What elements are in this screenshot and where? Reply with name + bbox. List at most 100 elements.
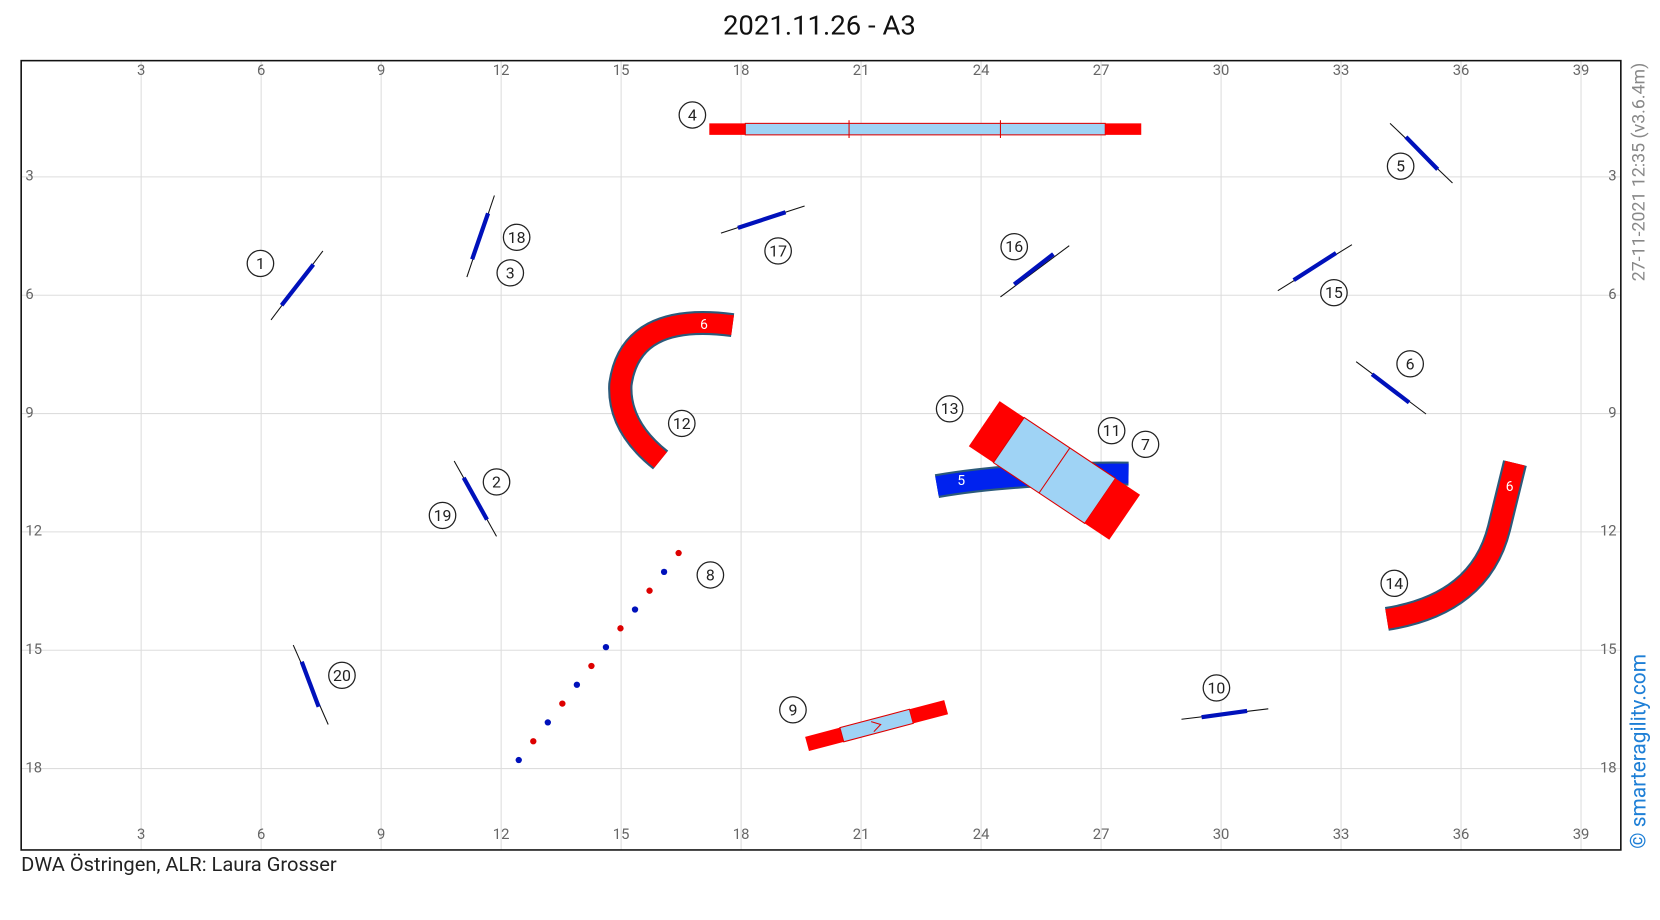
obstacle-number: 4 <box>688 106 697 125</box>
x-tick-label: 36 <box>1453 61 1470 79</box>
x-tick-label: 21 <box>853 825 870 843</box>
weave-pole <box>515 756 522 764</box>
number-circle <box>328 661 356 690</box>
x-tick-label: 21 <box>853 61 870 79</box>
obstacle-number: 1 <box>256 254 265 273</box>
number-circle <box>246 249 275 278</box>
y-tick-label: 6 <box>1608 285 1616 303</box>
x-tick-label: 24 <box>973 61 990 79</box>
number-circle <box>678 101 707 129</box>
grid: 3366991212151518182121242427273030333336… <box>21 60 1621 850</box>
weave-pole <box>617 625 624 632</box>
x-tick-label: 27 <box>1093 61 1110 79</box>
a-frame-end <box>968 401 1025 463</box>
jump-bar <box>1012 252 1055 287</box>
number-circle <box>1380 569 1409 598</box>
number-circle <box>1202 674 1231 702</box>
weave-pole <box>544 719 551 726</box>
x-tick-label: 18 <box>733 825 750 843</box>
y-tick-label: 15 <box>1600 640 1617 658</box>
x-tick-label: 12 <box>493 61 510 79</box>
number-circle <box>1097 417 1126 445</box>
a-frame-apex <box>1038 447 1071 494</box>
weave-pole <box>646 587 653 594</box>
y-tick-label: 18 <box>25 759 42 777</box>
tunnel <box>610 313 734 468</box>
y-tick-label: 9 <box>25 404 33 422</box>
number-circle <box>1320 279 1348 307</box>
number-circle <box>935 395 964 423</box>
x-tick-label: 33 <box>1333 61 1350 79</box>
number-circle <box>764 237 792 265</box>
obstacle-number: 16 <box>1005 237 1023 256</box>
field-border <box>20 59 1622 851</box>
tunnel-label: 6 <box>700 317 708 333</box>
dogwalk-end <box>1105 123 1142 135</box>
number-circle <box>1386 152 1415 180</box>
obstacle-number: 11 <box>1103 421 1121 440</box>
obstacle-number: 10 <box>1207 678 1225 697</box>
number-circle <box>1131 430 1160 459</box>
jump-wing <box>1000 245 1070 298</box>
number-circle <box>482 468 511 496</box>
x-tick-label: 9 <box>377 825 385 843</box>
a-frame-end <box>1084 478 1141 540</box>
dogwalk-end <box>709 123 746 135</box>
weave-pole <box>660 568 668 575</box>
obstacle-number: 14 <box>1385 574 1403 593</box>
jump-bar <box>1370 372 1411 405</box>
x-tick-label: 39 <box>1573 61 1590 79</box>
x-tick-label: 24 <box>973 825 990 843</box>
jump-bar <box>470 212 491 260</box>
x-tick-label: 18 <box>733 61 750 79</box>
obstacle-number: 12 <box>673 414 691 433</box>
number-circle <box>696 561 725 589</box>
obstacle-number: 17 <box>769 241 787 260</box>
number-circle <box>667 409 696 438</box>
x-tick-label: 30 <box>1213 61 1230 79</box>
obstacle-number: 20 <box>333 666 351 685</box>
weave-pole <box>559 700 566 707</box>
seesaw-plank <box>839 708 914 743</box>
jump-bar <box>299 661 321 708</box>
x-tick-label: 9 <box>377 61 385 79</box>
x-tick-label: 6 <box>257 825 265 843</box>
credit: © smarteragility.com <box>1626 654 1651 849</box>
obstacle-number: 3 <box>506 263 515 282</box>
x-tick-label: 12 <box>493 825 510 843</box>
obstacle-number: 8 <box>706 566 715 585</box>
weave-pole <box>530 738 537 745</box>
seesaw-end <box>909 700 949 724</box>
x-tick-label: 3 <box>137 825 145 843</box>
y-tick-label: 3 <box>25 167 33 185</box>
y-tick-label: 12 <box>1600 522 1617 540</box>
tunnel-label: 6 <box>1506 479 1514 495</box>
seesaw <box>805 700 949 752</box>
weave-pole <box>602 644 610 651</box>
title: 2021.11.26 - A3 <box>723 10 916 42</box>
obstacle-number: 9 <box>788 700 797 719</box>
tunnel-label: 5 <box>957 473 965 489</box>
x-tick-label: 3 <box>137 61 145 79</box>
y-tick-label: 12 <box>25 522 42 540</box>
y-tick-label: 18 <box>1600 759 1617 777</box>
y-tick-label: 3 <box>1608 167 1616 185</box>
number-circle <box>496 259 525 287</box>
x-tick-label: 15 <box>613 825 630 843</box>
dogwalk-plank <box>744 122 1106 136</box>
jump-bar <box>461 476 489 521</box>
jump-bar <box>279 263 316 307</box>
x-tick-label: 36 <box>1453 825 1470 843</box>
tunnel <box>1385 460 1525 629</box>
jump-bar <box>1404 135 1440 171</box>
x-tick-label: 39 <box>1573 825 1590 843</box>
x-tick-label: 33 <box>1333 825 1350 843</box>
footer: DWA Östringen, ALR: Laura Grosser <box>21 852 337 876</box>
x-tick-label: 15 <box>613 61 630 79</box>
obstacle-number: 7 <box>1141 435 1150 454</box>
x-tick-label: 27 <box>1093 825 1110 843</box>
obstacle-number: 2 <box>492 473 501 492</box>
